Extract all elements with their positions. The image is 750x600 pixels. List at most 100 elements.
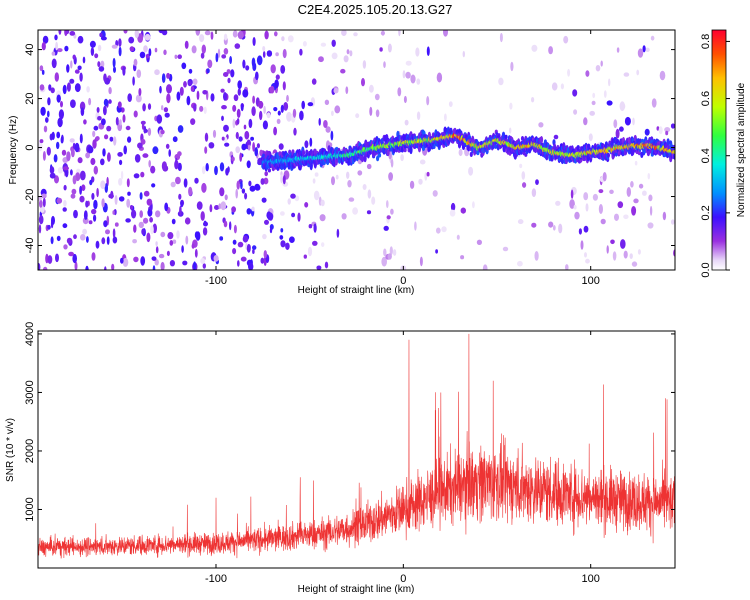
heatmap-noise-cell <box>274 79 279 89</box>
heatmap-noise-cell <box>126 198 131 208</box>
heatmap-noise-cell <box>233 94 239 102</box>
heatmap-noise-cell <box>179 205 182 216</box>
heatmap-noise-cell <box>573 109 578 115</box>
heatmap-noise-cell <box>38 262 41 270</box>
heatmap-noise-cell <box>54 175 59 184</box>
heatmap-noise-cell <box>535 179 539 186</box>
heatmap-noise-cell <box>62 84 67 95</box>
heatmap-noise-cell <box>223 124 229 132</box>
heatmap-noise-cell <box>41 69 45 75</box>
heatmap-noise-cell <box>426 46 430 56</box>
heatmap-noise-cell <box>74 142 80 153</box>
heatmap-noise-cell <box>134 154 141 163</box>
heatmap-noise-cell <box>47 255 53 264</box>
heatmap-noise-cell <box>375 109 380 118</box>
heatmap-y-tick-label: -20 <box>24 189 36 205</box>
heatmap-noise-cell <box>584 252 587 258</box>
colorbar-ticks: 0.0 0.2 0.4 0.6 0.8 <box>700 34 730 278</box>
heatmap-noise-cell <box>450 202 456 211</box>
heatmap-noise-cell <box>74 261 78 270</box>
heatmap-noise-cell <box>308 224 313 229</box>
heatmap-noise-cell <box>553 134 559 140</box>
heatmap-noise-cell <box>160 231 166 238</box>
heatmap-noise-cell <box>201 182 207 193</box>
colorbar-label: Normalized spectral amplitude <box>736 82 747 217</box>
heatmap-noise-cell <box>623 72 630 77</box>
heatmap-noise-cell <box>53 154 58 163</box>
heatmap-noise-cell <box>83 210 88 221</box>
heatmap-noise-cell <box>140 138 146 145</box>
heatmap-noise-cell <box>598 189 604 194</box>
heatmap-noise-cell <box>241 143 247 151</box>
heatmap-noise-cell <box>243 124 247 130</box>
heatmap-noise-cell <box>221 54 227 59</box>
heatmap-noise-cell <box>277 110 281 116</box>
heatmap-noise-cell <box>66 64 70 73</box>
heatmap-noise-cell <box>313 190 320 201</box>
heatmap-ridge-halo <box>666 138 670 146</box>
heatmap-noise-cell <box>637 48 644 58</box>
heatmap-noise-cell <box>462 50 465 58</box>
heatmap-noise-cell <box>613 119 618 129</box>
heatmap-noise-cell <box>248 262 254 270</box>
heatmap-noise-cell <box>100 180 106 189</box>
heatmap-noise-cell <box>386 215 391 220</box>
heatmap-ridge-halo <box>576 145 580 152</box>
heatmap-noise-cell <box>79 185 82 195</box>
heatmap-noise-cell <box>51 51 56 56</box>
heatmap-noise-cell <box>61 134 64 144</box>
heatmap-noise-cell <box>619 101 625 112</box>
heatmap-noise-cell <box>383 225 389 231</box>
heatmap-noise-cell <box>104 266 107 270</box>
heatmap-noise-cell <box>191 45 197 54</box>
heatmap-noise-cell <box>273 107 278 112</box>
heatmap-noise-cell <box>93 214 97 222</box>
heatmap-noise-cell <box>87 145 94 154</box>
heatmap-noise-cell <box>151 183 156 188</box>
heatmap-noise-cell <box>664 127 671 133</box>
heatmap-noise-cell <box>42 197 46 208</box>
heatmap-noise-cell <box>212 129 217 138</box>
heatmap-noise-cell <box>156 114 163 124</box>
heatmap-noise-cell <box>460 255 465 260</box>
heatmap-noise-cell <box>352 207 358 215</box>
heatmap-noise-cell <box>154 259 159 266</box>
heatmap-noise-cell <box>230 69 235 78</box>
heatmap-noise-cell <box>49 166 55 174</box>
heatmap-noise-cell <box>48 84 52 91</box>
snr-y-ticks: 1000 2000 3000 4000 <box>24 322 675 522</box>
heatmap-noise-cell <box>367 189 372 199</box>
heatmap-noise-cell <box>39 84 45 91</box>
heatmap-noise-cell <box>583 225 589 233</box>
heatmap-noise-cell <box>623 214 629 220</box>
heatmap-noise-cell <box>74 83 81 93</box>
heatmap-noise-cell <box>127 191 131 196</box>
heatmap-noise-cell <box>229 221 232 231</box>
heatmap-noise-cell <box>366 163 372 170</box>
heatmap-noise-cell <box>647 222 654 229</box>
heatmap-noise-cell <box>95 240 100 249</box>
heatmap-noise-cell <box>612 251 617 261</box>
heatmap-noise-cell <box>570 189 574 199</box>
heatmap-noise-cell <box>458 148 463 157</box>
heatmap-noise-cell <box>223 72 229 77</box>
heatmap-noise-cell <box>190 85 195 92</box>
snr-x-ticks: -100 0 100 <box>205 331 600 585</box>
heatmap-noise-cell <box>57 48 63 53</box>
heatmap-noise-cell <box>629 253 633 259</box>
heatmap-noise-cell <box>88 97 92 106</box>
heatmap-noise-cell <box>177 151 182 157</box>
heatmap-noise-cell <box>91 252 96 261</box>
heatmap-noise-cell <box>314 172 319 177</box>
heatmap-noise-cell <box>122 114 126 123</box>
heatmap-noise-cell <box>177 125 184 133</box>
heatmap-noise-cell <box>147 103 152 110</box>
heatmap-noise-cell <box>662 211 667 221</box>
heatmap-noise-cell <box>210 93 215 102</box>
heatmap-noise-cell <box>240 181 243 190</box>
heatmap-noise-cell <box>47 224 51 230</box>
heatmap-noise-cell <box>188 68 193 74</box>
heatmap-noise-cell <box>302 41 307 47</box>
heatmap-noise-cell <box>172 239 177 244</box>
heatmap-noise-cell <box>637 249 641 255</box>
